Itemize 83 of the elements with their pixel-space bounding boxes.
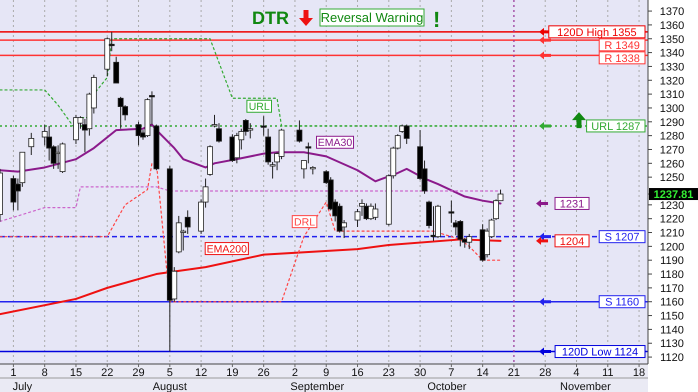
y-tick-label: 1170 — [660, 282, 684, 295]
x-tick-label: 21 — [508, 367, 520, 379]
x2-tick-label: July — [12, 381, 33, 392]
series-label: URL — [248, 101, 270, 114]
y-tick-label: 1120 — [660, 352, 684, 364]
x-tick-label: 28 — [539, 367, 552, 379]
y-tick-label: 1190 — [660, 255, 684, 268]
text: Reversal Warning — [320, 10, 424, 25]
y-tick-label: 1350 — [660, 34, 684, 46]
y-tick-label: 1300 — [660, 102, 684, 115]
candlestick — [118, 96, 124, 130]
y-tick-label: 1330 — [660, 61, 684, 74]
ref-line-label: R 1349 — [604, 40, 640, 52]
x-tick-label: 18 — [632, 367, 646, 379]
y-tick-label: 1200 — [660, 241, 684, 254]
x-tick-label: 12 — [194, 367, 208, 379]
candlestick — [184, 210, 191, 234]
x-tick-label: 11 — [602, 367, 614, 379]
x2-tick-label: October — [427, 381, 467, 392]
x2-tick-label: November — [560, 381, 612, 392]
candlestick — [404, 124, 410, 144]
y-tick-label: 1250 — [660, 172, 684, 184]
ref-line-label: R 1338 — [604, 52, 640, 65]
y-tick-label: 1360 — [660, 20, 684, 32]
y-tick-label: 1280 — [660, 130, 684, 143]
y-tick-label: 1310 — [660, 89, 684, 102]
line-series — [0, 162, 502, 302]
y-tick-label: 1237.81 — [654, 189, 694, 202]
line-series — [0, 124, 502, 204]
y-tick-label: 1160 — [660, 296, 684, 309]
x-tick-label: 1 — [10, 367, 16, 379]
y-tick-label: 1210 — [660, 228, 684, 240]
y-tick-label: 1370 — [660, 6, 684, 18]
candlestick — [372, 202, 378, 221]
series-label: DRL — [294, 216, 316, 228]
y-tick-label: 1130 — [660, 338, 684, 350]
x-tick-label: 29 — [132, 367, 145, 379]
x-tick-label: 26 — [258, 367, 270, 379]
ref-line-label: S 1160 — [605, 296, 640, 309]
x2-tick-label: September — [290, 381, 345, 392]
candlestick — [448, 200, 454, 224]
x-tick-label: 30 — [414, 367, 426, 379]
x-tick-label: 14 — [476, 367, 489, 379]
x-tick-label: 4 — [573, 367, 580, 379]
y-tick-label: 1180 — [660, 269, 684, 282]
ref-line-label: 120D High 1355 — [557, 26, 637, 39]
y-tick-label: 1260 — [660, 158, 684, 170]
x-tick-label: 2 — [292, 367, 298, 379]
y-tick-label: 1340 — [660, 48, 684, 60]
y-tick-label: 1290 — [660, 116, 684, 129]
x-tick-label: 9 — [323, 367, 330, 379]
x-tick-label: 7 — [448, 367, 454, 379]
candlestick — [113, 56, 120, 84]
candlestick — [260, 116, 267, 136]
x-tick-label: 15 — [70, 367, 82, 379]
candlestick — [296, 120, 302, 144]
series-label: EMA30 — [318, 137, 352, 150]
candlestick — [466, 233, 472, 250]
x-tick-label: 19 — [226, 367, 239, 379]
candlestick — [234, 132, 240, 164]
y-tick-label: 1270 — [660, 144, 684, 156]
y-tick-label: 1150 — [660, 310, 684, 323]
annotation: 1231 — [560, 198, 584, 210]
annotation: 1204 — [560, 236, 584, 248]
ref-line-label: URL 1287 — [591, 120, 640, 133]
x-tick-label: 16 — [351, 367, 364, 379]
text: DTR — [252, 8, 289, 28]
candlestick — [247, 122, 254, 139]
candlestick — [28, 132, 34, 156]
x-tick-label: 22 — [101, 367, 114, 379]
ref-line-label: 120D Low 1124 — [562, 346, 638, 359]
annotation: ! — [433, 7, 440, 32]
y-tick-label: 1230 — [660, 200, 684, 212]
candlestick — [457, 220, 464, 247]
x-tick-label: 23 — [382, 367, 395, 379]
x-tick-label: 8 — [42, 367, 48, 379]
series-label: EMA200 — [206, 243, 248, 256]
y-tick-label: 1220 — [660, 214, 684, 226]
y-tick-label: 1320 — [660, 75, 684, 88]
x-tick-label: 5 — [166, 367, 173, 379]
y-tick-label: 1140 — [660, 324, 684, 336]
ref-line-label: S 1207 — [604, 232, 640, 244]
x2-tick-label: August — [152, 381, 187, 392]
